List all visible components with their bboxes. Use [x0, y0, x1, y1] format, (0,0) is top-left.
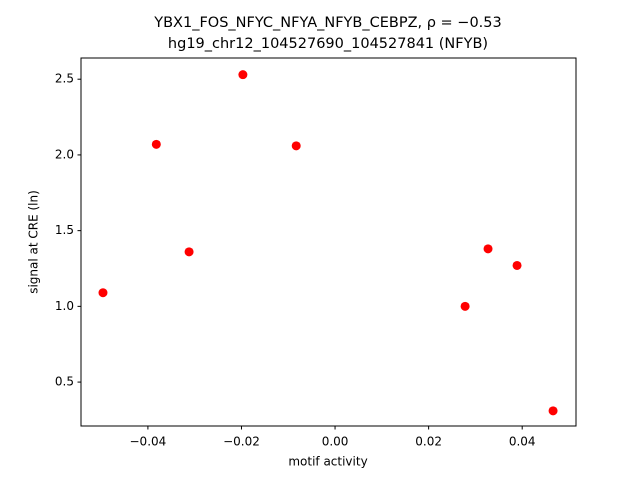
point [548, 406, 558, 416]
x-tick-label: 0.04 [509, 435, 536, 449]
point [184, 247, 194, 257]
x-axis-label: motif activity [288, 455, 367, 469]
y-tick-label: 0.5 [55, 375, 74, 389]
chart-title: YBX1_FOS_NFYC_NFYA_NFYB_CEBPZ, ρ = −0.53 [153, 15, 502, 31]
y-tick-label: 2.5 [55, 72, 74, 86]
y-tick-label: 1.0 [55, 299, 74, 313]
point [483, 244, 493, 254]
y-tick-label: 1.5 [55, 223, 74, 237]
y-axis-label: signal at CRE (ln) [27, 190, 41, 294]
point [238, 70, 248, 80]
y-tick-label: 2.0 [55, 147, 74, 161]
point [291, 141, 301, 151]
point [460, 301, 470, 311]
x-tick-label: −0.02 [223, 435, 260, 449]
chart-subtitle: hg19_chr12_104527690_104527841 (NFYB) [168, 36, 488, 52]
x-tick-label: −0.04 [130, 435, 167, 449]
plot-frame [80, 57, 577, 427]
x-tick-label: 0.00 [322, 435, 349, 449]
point [512, 260, 522, 270]
point [98, 288, 108, 298]
point [151, 139, 161, 149]
x-tick-label: 0.02 [415, 435, 442, 449]
